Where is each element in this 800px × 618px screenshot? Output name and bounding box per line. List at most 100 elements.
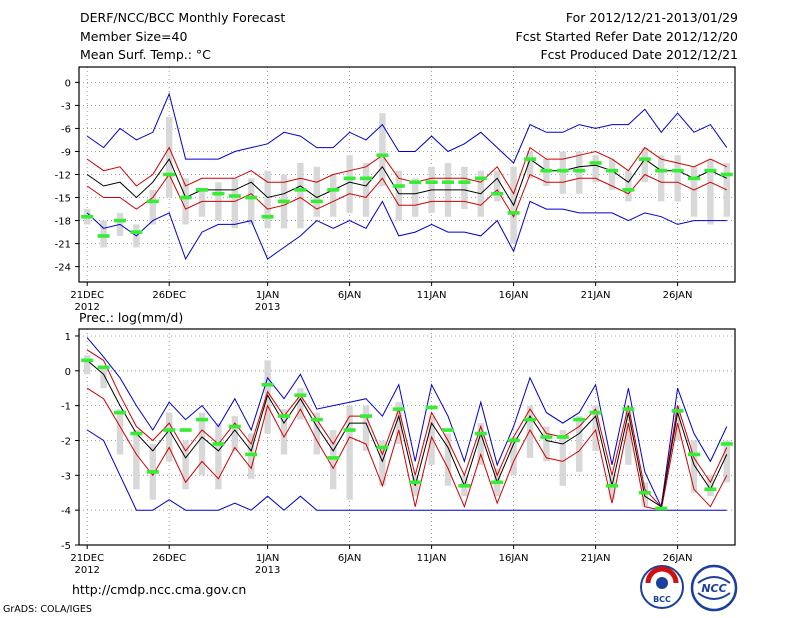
spread-bar: [100, 369, 107, 389]
obs-marker: [376, 153, 389, 158]
spread-bar: [379, 440, 386, 486]
x-tick-label: 21JAN: [581, 290, 611, 301]
obs-marker: [81, 358, 94, 363]
obs-marker: [474, 431, 487, 436]
x-tick-label: 11JAN: [417, 290, 447, 301]
spread-bar: [526, 405, 534, 458]
lower-series-line: [86, 387, 728, 511]
spread-bar: [412, 178, 419, 217]
obs-marker: [720, 172, 733, 177]
x-tick-label-year: 2013: [255, 565, 280, 576]
spread-bar: [510, 437, 517, 476]
bcc-logo: BCC: [640, 565, 684, 609]
spread-bar: [330, 174, 337, 217]
spread-bar: [723, 440, 730, 483]
spread-bar: [576, 151, 583, 194]
y-tick-label: -6: [61, 124, 71, 135]
obs-marker: [507, 438, 520, 443]
y-tick-label: -2: [61, 436, 71, 447]
obs-marker: [97, 365, 110, 370]
obs-marker: [163, 428, 176, 432]
spread-bar: [658, 155, 665, 202]
obs-marker: [310, 417, 323, 422]
obs-marker: [212, 442, 225, 446]
footer-url[interactable]: http://cmdp.ncc.cma.gov.cn: [72, 582, 247, 597]
obs-marker: [327, 188, 340, 192]
spread-bar: [543, 426, 550, 462]
x-tick-label: 21DEC: [70, 553, 104, 564]
obs-marker: [245, 195, 258, 200]
spread-bar: [100, 220, 107, 248]
spread-bar: [166, 116, 173, 198]
obs-marker: [81, 214, 94, 219]
upper-series-line: [86, 349, 728, 508]
chart-title: DERF/NCC/BCC Monthly Forecast: [80, 10, 286, 25]
obs-marker: [261, 214, 274, 219]
spread-bar: [362, 162, 370, 217]
x-tick-label: 26JAN: [663, 553, 693, 564]
forecast-produced-date: Fcst Produced Date 2012/12/21: [540, 47, 738, 62]
obs-marker: [146, 199, 159, 204]
x-tick-label-year: 2013: [255, 302, 280, 313]
spread-bar: [346, 405, 353, 500]
obs-marker: [638, 490, 651, 495]
spread-bar: [166, 412, 173, 462]
spread-bar: [625, 170, 632, 202]
spread-bar: [395, 402, 402, 444]
min-series-line: [86, 200, 727, 261]
x-tick-label-year: 2012: [74, 565, 99, 576]
spread-bar: [576, 416, 583, 472]
spread-bar: [461, 166, 468, 210]
spread-bar: [379, 113, 386, 187]
y-tick-label: -4: [61, 506, 71, 517]
spread-bar: [264, 170, 271, 229]
obs-marker: [655, 168, 668, 173]
obs-marker: [524, 157, 536, 161]
obs-marker: [179, 195, 192, 200]
x-tick-label-year: 2012: [74, 302, 99, 313]
spread-bar: [690, 166, 698, 217]
member-size-label: Member Size=40: [80, 29, 188, 44]
x-tick-label: 21DEC: [70, 290, 104, 301]
forecast-period: For 2012/12/21-2013/01/29: [565, 10, 738, 25]
obs-marker: [245, 452, 258, 457]
spread-bar: [215, 423, 222, 490]
spread-bar: [297, 388, 304, 420]
obs-marker: [638, 157, 651, 161]
mean-series-line: [86, 158, 728, 207]
y-tick-label: -3: [61, 101, 71, 112]
obs-marker: [655, 506, 668, 511]
obs-marker: [130, 230, 143, 234]
spread-bar: [84, 355, 91, 375]
bcc-logo-text: BCC: [653, 595, 671, 604]
spread-bar: [248, 178, 255, 225]
x-tick-label: 26DEC: [152, 553, 186, 564]
spread-bar: [494, 170, 501, 202]
y-tick-label: -1: [61, 402, 71, 413]
spread-bar: [592, 155, 599, 183]
obs-marker: [146, 470, 159, 474]
x-tick-label: 16JAN: [499, 553, 529, 564]
obs-marker: [688, 452, 700, 457]
obs-marker: [425, 180, 438, 184]
obs-marker: [163, 172, 176, 177]
y-tick-label: -3: [61, 471, 71, 482]
obs-marker: [540, 435, 553, 439]
y-tick-label: -12: [55, 171, 71, 182]
spread-bar: [690, 440, 698, 493]
obs-marker: [491, 191, 504, 196]
spread-bar: [231, 416, 238, 451]
obs-marker: [671, 168, 684, 173]
obs-marker: [442, 428, 454, 432]
obs-marker: [606, 168, 618, 173]
obs-marker: [409, 480, 422, 485]
obs-marker: [491, 480, 504, 485]
obs-marker: [228, 424, 241, 429]
obs-marker: [196, 417, 208, 422]
mean-series-line: [86, 360, 728, 508]
obs-marker: [196, 188, 208, 192]
y-tick-label: -15: [55, 194, 71, 205]
obs-marker: [392, 407, 405, 411]
obs-marker: [130, 431, 143, 436]
obs-marker: [228, 194, 241, 198]
